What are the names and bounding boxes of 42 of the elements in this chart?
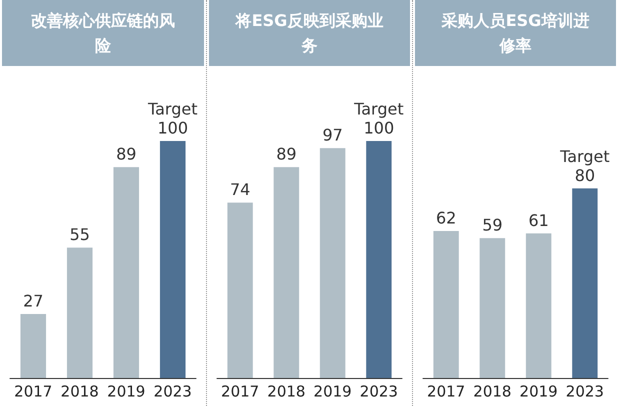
x-tick-label: 2018 <box>60 382 99 400</box>
x-tick-label: 2019 <box>520 382 558 400</box>
x-tick-label: 2023 <box>566 382 604 400</box>
data-label: 80 <box>574 166 596 185</box>
bar <box>113 167 140 378</box>
x-tick-label: 2017 <box>427 382 466 400</box>
bar <box>66 248 93 378</box>
annotation: Target <box>559 146 610 166</box>
data-label: 100 <box>364 118 394 138</box>
chart-title: 将ESG反映到采购业务 <box>209 0 410 66</box>
data-label: 89 <box>276 144 297 164</box>
bar <box>433 231 459 378</box>
x-tick-label: 2023 <box>360 382 398 400</box>
bar <box>160 141 186 378</box>
x-tick-label: 2018 <box>473 382 512 400</box>
bar <box>480 238 506 378</box>
x-tick-label: 2018 <box>267 382 306 400</box>
data-label: 59 <box>482 216 503 235</box>
bar <box>227 202 253 378</box>
data-label: 62 <box>436 208 456 228</box>
data-label: 89 <box>116 144 136 164</box>
annotation: Target <box>147 100 198 118</box>
bar <box>20 314 46 378</box>
x-tick-label: 2017 <box>221 382 260 400</box>
bar <box>320 148 346 378</box>
x-tick-label: 2019 <box>314 382 352 400</box>
x-tick-label: 2017 <box>14 382 52 400</box>
x-tick-label: 2023 <box>154 382 192 400</box>
data-label: 55 <box>70 225 90 244</box>
chart-title: 改善核心供应链的风险 <box>2 0 204 66</box>
bar <box>274 167 300 378</box>
data-label: 61 <box>528 210 549 230</box>
data-label: 100 <box>157 118 188 138</box>
data-label: 27 <box>23 292 44 311</box>
bar <box>572 188 598 378</box>
bar <box>526 233 552 378</box>
bar <box>366 141 392 378</box>
data-label: 74 <box>230 180 250 200</box>
data-label: 97 <box>322 126 343 145</box>
x-tick-label: 2019 <box>107 382 146 400</box>
chart-title: 采购人员ESG培训进修率 <box>415 0 616 66</box>
annotation: Target <box>353 100 404 118</box>
